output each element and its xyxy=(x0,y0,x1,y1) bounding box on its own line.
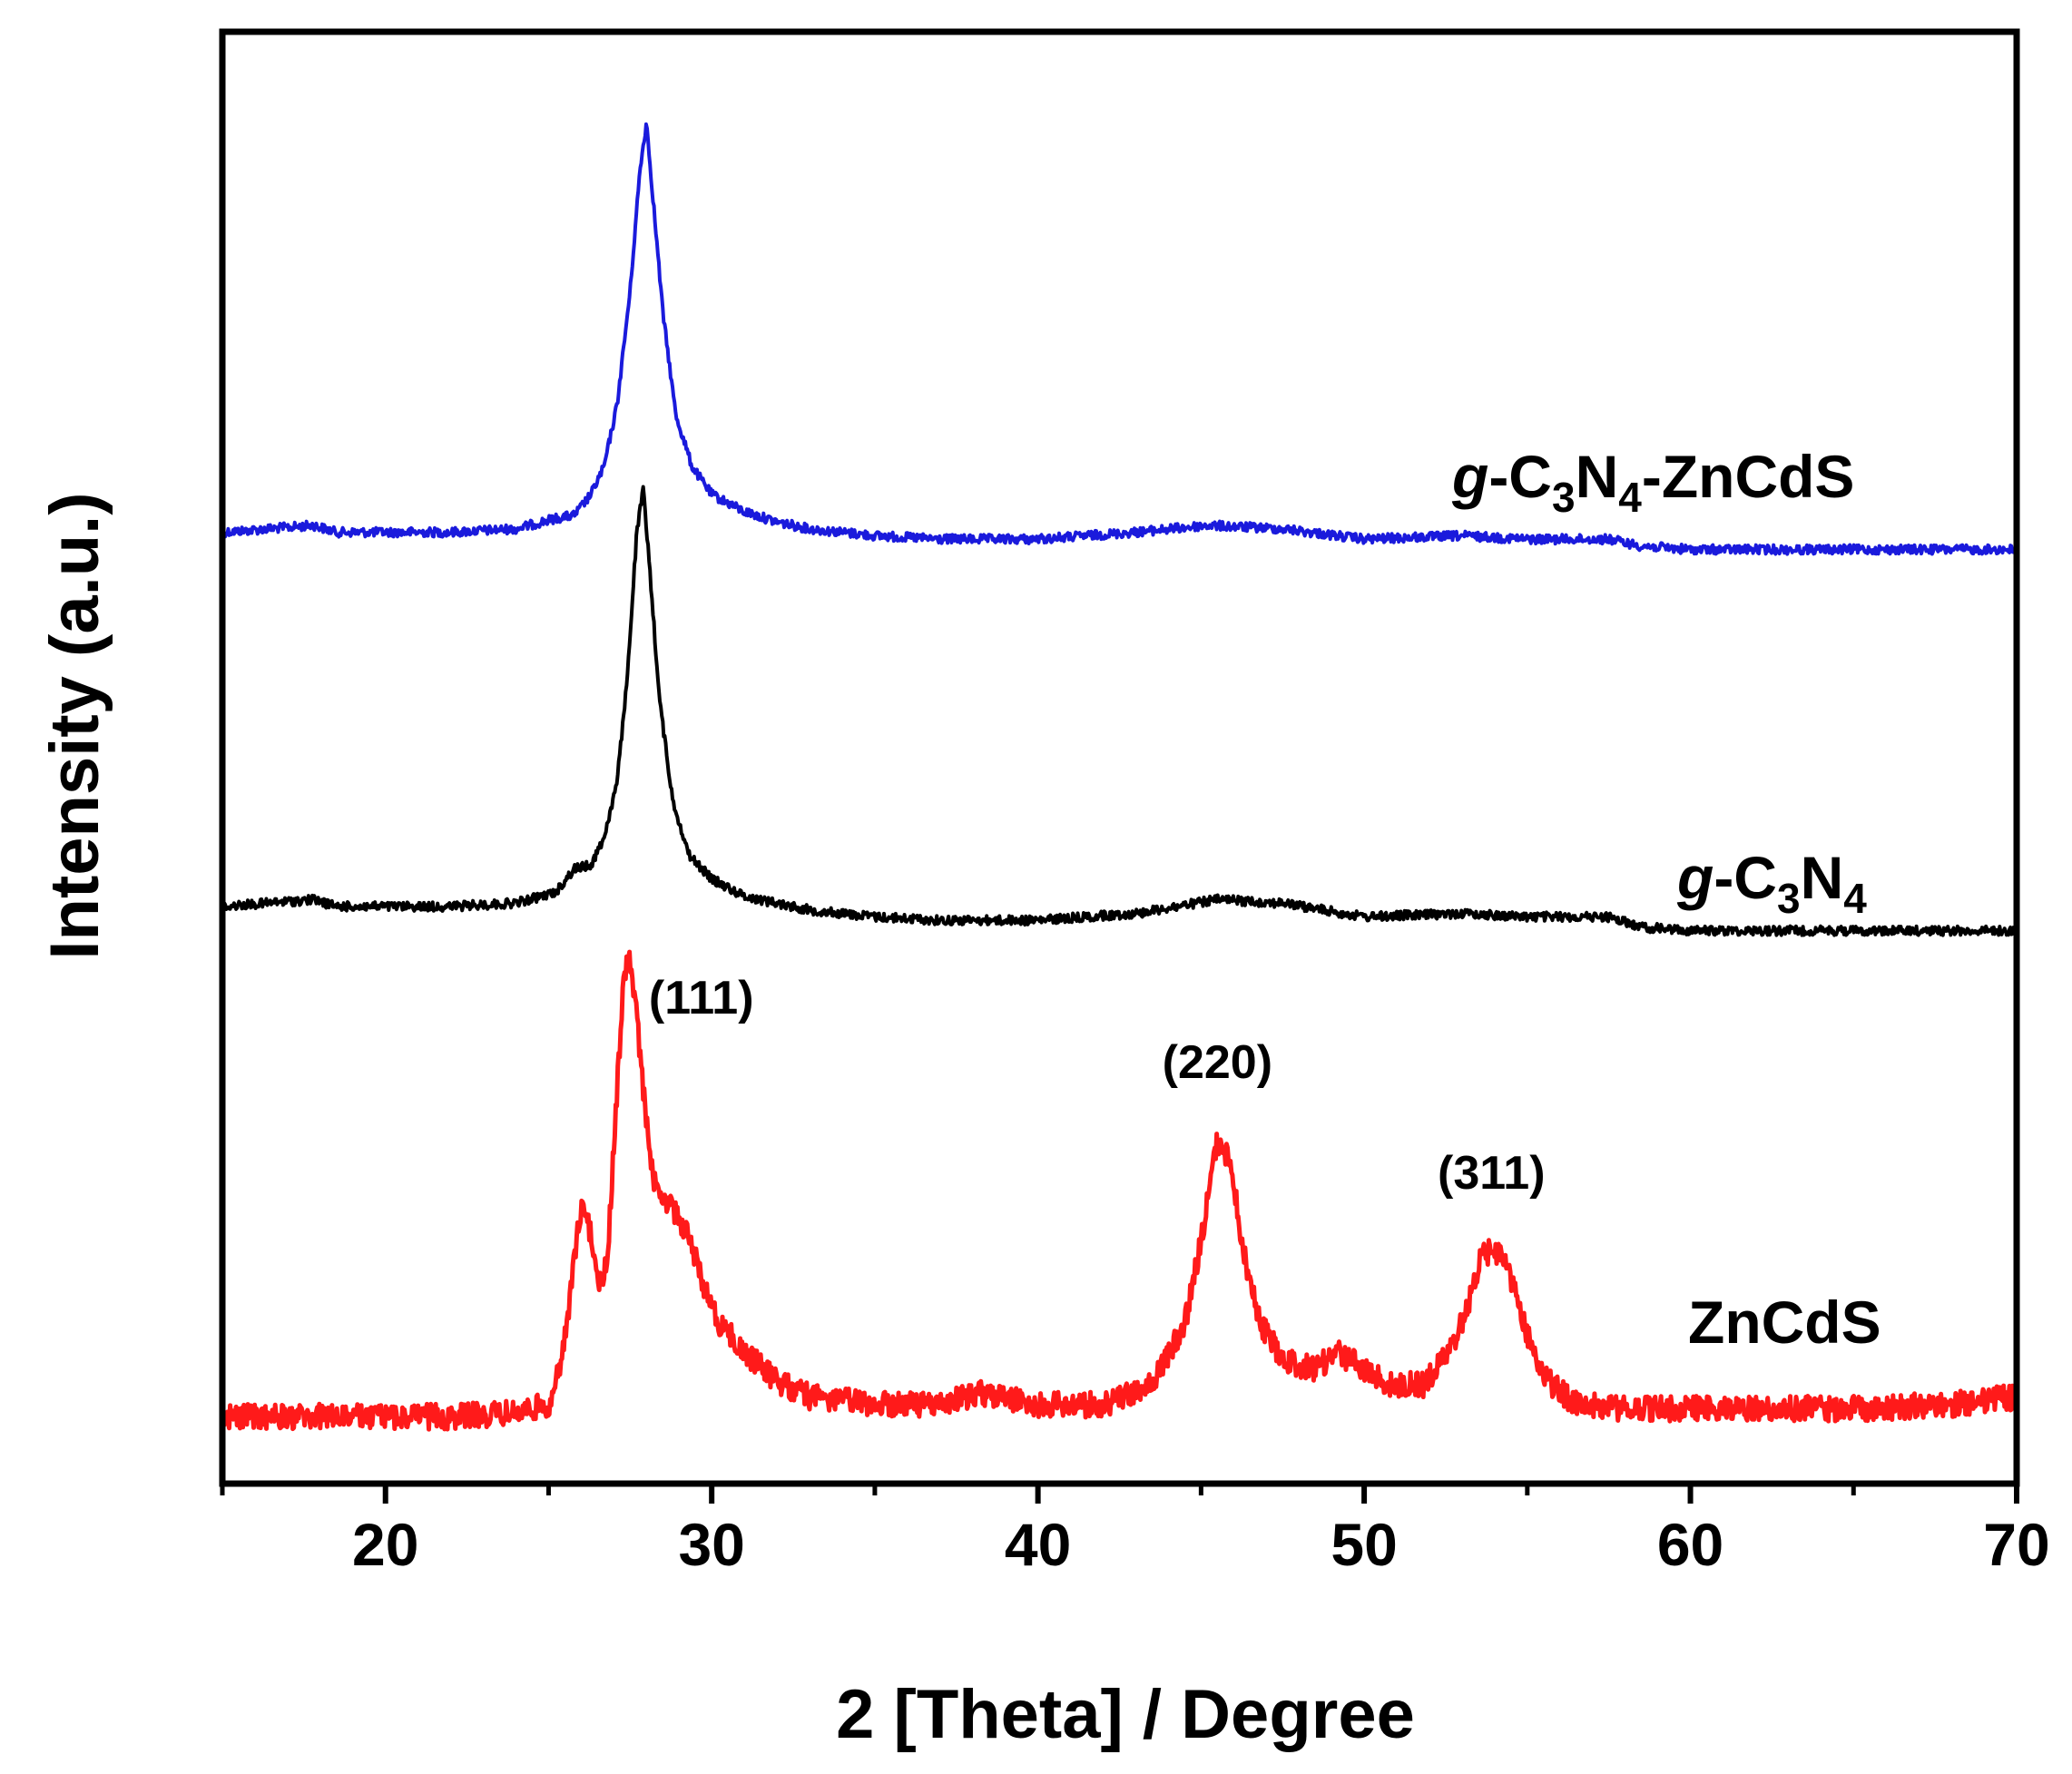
series-label-g-c3n4-zncds: g-C3N4-ZnCdS xyxy=(1451,443,1854,521)
x-tick-label-60: 60 xyxy=(1657,1511,1723,1578)
peak-label-311: (311) xyxy=(1438,1147,1546,1200)
series-layer xyxy=(220,122,2019,1432)
x-tick-label-70: 70 xyxy=(1983,1511,2049,1578)
series-line-g-c3n4-zncds xyxy=(221,122,2018,556)
annotation-layer: (111) (220) (311) xyxy=(649,972,1546,1200)
x-axis-title: 2 [Theta] / Degree xyxy=(836,1676,1415,1753)
series-label-zncds: ZnCdS xyxy=(1688,1289,1881,1356)
tick-layer: 20 30 40 50 60 70 xyxy=(220,1484,2050,1578)
series-label-layer: g-C3N4-ZnCdS g-C3N4 ZnCdS xyxy=(1451,443,1881,1356)
peak-label-111: (111) xyxy=(649,972,754,1024)
x-tick-label-50: 50 xyxy=(1331,1511,1397,1578)
x-tick-label-30: 30 xyxy=(678,1511,744,1578)
series-line-zncds xyxy=(220,949,2019,1432)
series-line-g-c3n4 xyxy=(221,485,2018,937)
series-label-g-c3n4: g-C3N4 xyxy=(1676,844,1867,922)
x-tick-label-20: 20 xyxy=(352,1511,418,1578)
plot-frame xyxy=(219,28,2020,1487)
peak-label-220: (220) xyxy=(1163,1036,1272,1089)
x-tick-label-40: 40 xyxy=(1005,1511,1071,1578)
y-axis-title: Intensity (a.u.) xyxy=(36,492,113,959)
